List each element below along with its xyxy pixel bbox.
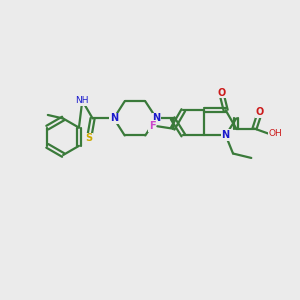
Text: NH: NH xyxy=(76,96,89,105)
Text: O: O xyxy=(217,88,225,98)
Text: OH: OH xyxy=(268,129,282,138)
Text: N: N xyxy=(110,113,118,123)
Text: F: F xyxy=(149,121,155,131)
Text: O: O xyxy=(256,107,264,117)
Text: S: S xyxy=(85,134,93,143)
Text: N: N xyxy=(222,130,230,140)
Text: N: N xyxy=(152,113,160,123)
